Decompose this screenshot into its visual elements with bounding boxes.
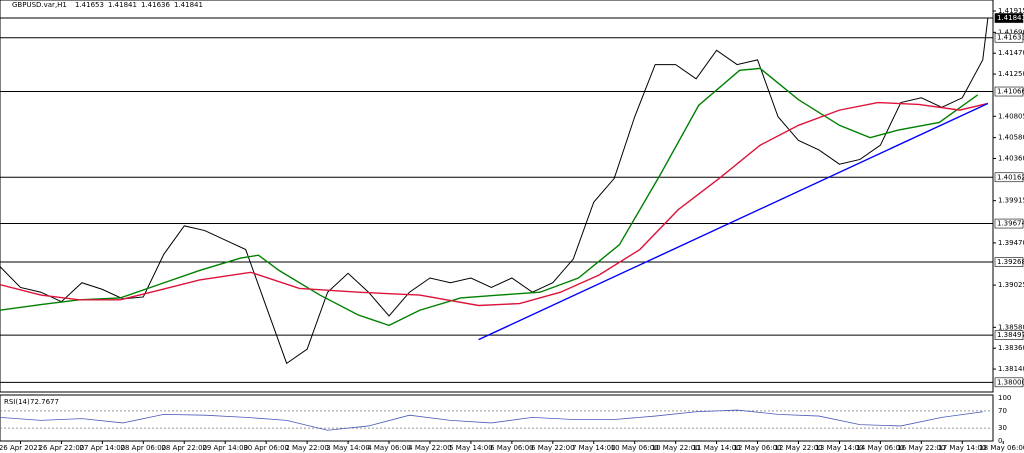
x-tick-label: 12 May 22:00	[774, 444, 822, 452]
quote-value: 1.41841	[108, 1, 137, 9]
y-tick-label: 1.41470	[998, 49, 1024, 57]
level-line-label: 1.39268	[997, 258, 1024, 266]
rsi-tick-label: 30	[998, 424, 1007, 432]
y-tick-label: 1.39025	[998, 281, 1024, 289]
x-tick-label: 12 May 06:00	[734, 444, 782, 452]
series-line	[0, 67, 979, 327]
level-line-label: 1.40162	[997, 173, 1024, 181]
x-tick-label: 10 May 22:00	[652, 444, 700, 452]
x-tick-label: 14 May 06:00	[856, 444, 904, 452]
y-tick-label: 1.40805	[998, 112, 1024, 120]
x-tick-label: 3 May 14:00	[326, 444, 370, 452]
rsi-panel	[0, 394, 994, 442]
series-line	[0, 101, 989, 307]
rsi-tick-label: 0	[998, 437, 1002, 445]
level-line-label-box	[994, 86, 1024, 97]
x-tick-label: 7 May 14:00	[572, 444, 616, 452]
quote-value: 1.41636	[141, 1, 170, 9]
x-tick-label: 2 May 22:00	[285, 444, 329, 452]
rsi-tick-label: 70	[998, 407, 1007, 415]
y-tick-label: 1.39470	[998, 239, 1024, 247]
level-line-label: 1.38497	[997, 331, 1024, 339]
y-tick-label: 1.41250	[998, 70, 1024, 78]
level-line-label-box	[994, 330, 1024, 340]
chart-title: GBPUSD.var,H1	[12, 1, 67, 9]
quote-value: 1.41653	[75, 1, 104, 9]
rsi-title: RSI(14)	[4, 398, 30, 406]
level-line-label-box	[994, 257, 1024, 267]
level-line-label: 1.41633	[997, 34, 1024, 42]
current-price-line-label: 1.41841	[997, 14, 1024, 22]
rsi-line	[0, 409, 983, 431]
y-tick-label: 1.40360	[998, 154, 1024, 162]
x-tick-label: 11 May 14:00	[693, 444, 741, 452]
y-tick-label: 1.40580	[998, 134, 1024, 142]
main-panel	[0, 0, 994, 393]
x-tick-label: 17 May 14:00	[938, 444, 986, 452]
quote-value: 1.41841	[174, 1, 203, 9]
level-line-label: 1.38000	[997, 378, 1024, 386]
rsi-value: 72.7677	[30, 398, 59, 406]
x-tick-label: 4 May 22:00	[408, 444, 452, 452]
level-line-label: 1.39674	[997, 220, 1024, 228]
x-tick-label: 26 Apr 22:00	[39, 444, 85, 452]
x-tick-label: 10 May 06:00	[611, 444, 659, 452]
y-tick-label: 1.38360	[998, 344, 1024, 352]
x-tick-label: 16 May 22:00	[897, 444, 945, 452]
x-tick-label: 28 Apr 06:00	[120, 444, 166, 452]
x-tick-label: 13 May 14:00	[815, 444, 863, 452]
level-line-label-box	[994, 172, 1024, 183]
y-tick-label: 1.38580	[998, 323, 1024, 331]
y-tick-label: 1.41915	[998, 7, 1024, 15]
y-tick-label: 1.41690	[998, 28, 1024, 36]
x-tick-label: 28 Apr 22:00	[161, 444, 207, 452]
x-tick-label: 18 May 06:00	[979, 444, 1024, 452]
series-line	[478, 102, 989, 341]
x-tick-label: 29 Apr 14:00	[202, 444, 248, 452]
y-tick-label: 1.39915	[998, 197, 1024, 205]
level-line-label-box	[994, 218, 1024, 229]
x-tick-label: 26 Apr 2021	[0, 444, 42, 452]
x-tick-label: 6 May 22:00	[531, 444, 575, 452]
rsi-tick-label: 100	[998, 394, 1011, 402]
x-tick-label: 5 May 14:00	[449, 444, 493, 452]
level-line-label: 1.41066	[997, 88, 1024, 96]
current-price-line-label-box	[994, 13, 1024, 23]
x-tick-label: 4 May 06:00	[367, 444, 411, 452]
x-tick-label: 30 Apr 06:00	[243, 444, 289, 452]
x-tick-label: 27 Apr 14:00	[80, 444, 126, 452]
x-tick-label: 6 May 06:00	[490, 444, 534, 452]
series-line	[0, 18, 989, 365]
level-line-label-box	[994, 32, 1024, 43]
y-tick-label: 1.38140	[998, 365, 1024, 373]
level-line-label-box	[994, 377, 1024, 388]
